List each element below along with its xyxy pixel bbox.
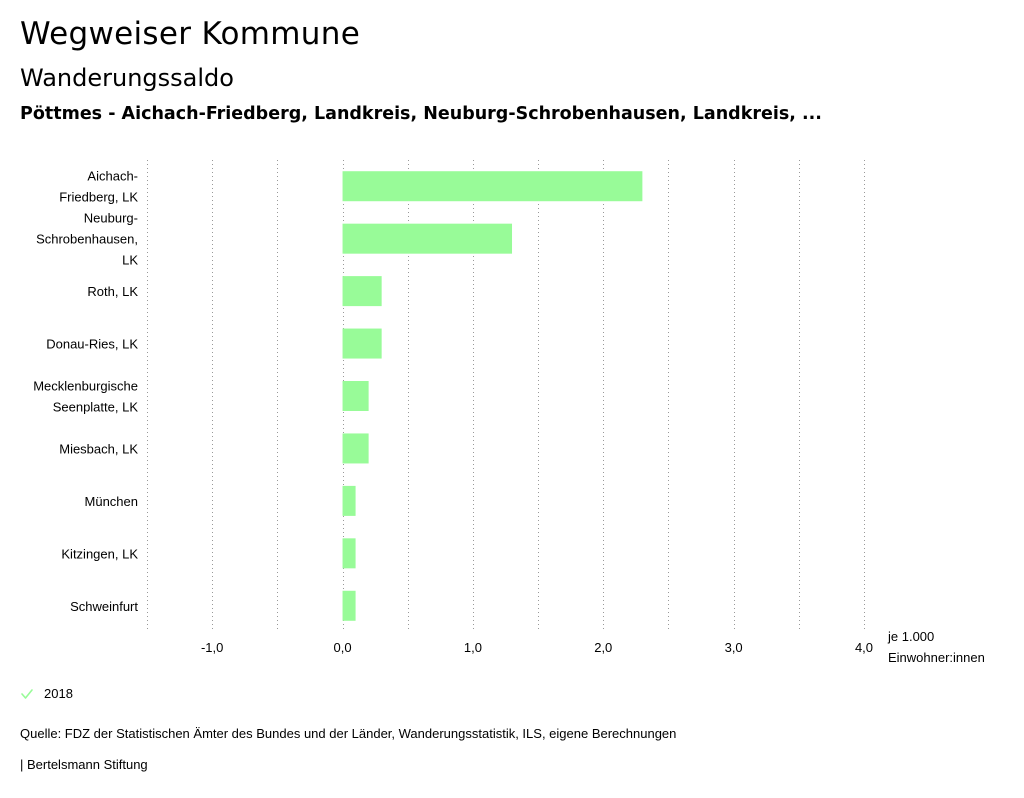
- x-axis-label: je 1.000 Einwohner:innen: [887, 629, 985, 665]
- category-label: Schweinfurt: [70, 599, 138, 614]
- bar-0[interactable]: [342, 171, 643, 202]
- publisher-note: | Bertelsmann Stiftung: [20, 757, 148, 772]
- bar-8[interactable]: [342, 590, 356, 621]
- x-tick-label: -1,0: [201, 640, 223, 655]
- category-label: Miesbach, LK: [59, 441, 138, 456]
- page-title: Wegweiser Kommune: [20, 16, 361, 52]
- check-icon: [21, 688, 33, 699]
- bar-5[interactable]: [342, 433, 369, 464]
- legend[interactable]: 2018: [20, 686, 73, 701]
- chart-description: Pöttmes - Aichach-Friedberg, Landkreis, …: [20, 104, 822, 124]
- x-tick-label: 2,0: [594, 640, 612, 655]
- category-label: Neuburg-Schrobenhausen, LK: [36, 211, 138, 268]
- category-label: Donau-Ries, LK: [46, 337, 138, 352]
- bar-2[interactable]: [342, 276, 382, 307]
- x-axis-unit-label: Einwohner:innen: [888, 650, 985, 665]
- x-tick-label: 3,0: [725, 640, 743, 655]
- category-label: München: [85, 494, 138, 509]
- x-tick-label: 4,0: [855, 640, 873, 655]
- category-labels: Aichach-Friedberg, LK Neuburg-Schrobenhau…: [33, 169, 138, 614]
- category-label: Mecklenburgische Seenplatte, LK: [33, 379, 138, 415]
- x-axis-unit-label: je 1.000: [887, 629, 934, 644]
- bar-chart: Aichach-Friedberg, LK Neuburg-Schrobenhau…: [33, 160, 985, 665]
- bar-1[interactable]: [342, 223, 513, 254]
- bar-7[interactable]: [342, 538, 356, 569]
- bar-6[interactable]: [342, 485, 356, 516]
- legend-label-2018: 2018: [44, 686, 73, 701]
- x-tick-label: 0,0: [334, 640, 352, 655]
- source-note: Quelle: FDZ der Statistischen Ämter des …: [20, 726, 677, 741]
- bar-4[interactable]: [342, 381, 369, 411]
- x-tick-label: 1,0: [464, 640, 482, 655]
- bar-3[interactable]: [342, 328, 382, 359]
- bar-series: [342, 171, 643, 621]
- category-label: Aichach-Friedberg, LK: [59, 169, 138, 205]
- x-axis-ticks: -1,0 0,0 1,0 2,0 3,0 4,0: [201, 640, 873, 655]
- chart-subtitle: Wanderungssaldo: [20, 64, 234, 92]
- category-label: Kitzingen, LK: [61, 546, 138, 561]
- category-label: Roth, LK: [87, 284, 138, 299]
